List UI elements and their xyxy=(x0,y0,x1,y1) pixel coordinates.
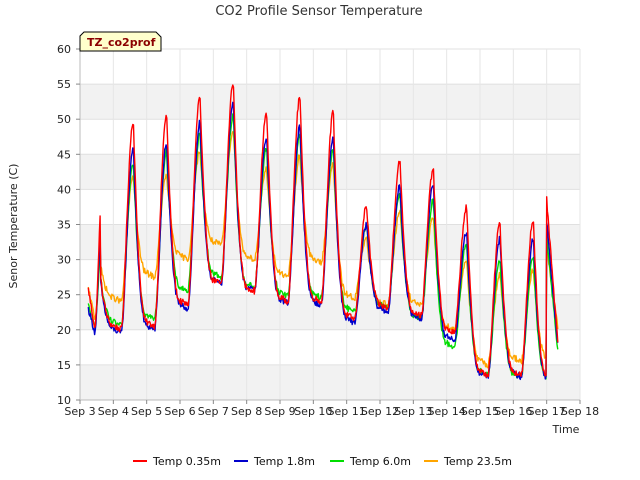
y-tick-label: 20 xyxy=(57,324,71,337)
legend-label: Temp 1.8m xyxy=(253,455,315,468)
y-tick-label: 40 xyxy=(57,183,71,196)
x-tick-label: Sep 4 xyxy=(98,405,129,418)
station-tag-label: TZ_co2prof xyxy=(87,36,156,49)
plot-band xyxy=(80,224,580,260)
series-layer xyxy=(87,84,559,381)
chart-title: CO2 Profile Sensor Temperature xyxy=(215,4,422,19)
plot-band xyxy=(80,294,580,330)
x-tick-label: Sep 18 xyxy=(561,405,599,418)
x-tick-label: Sep 5 xyxy=(131,405,162,418)
series-line-temp-23-5m xyxy=(87,131,559,369)
y-tick-label: 50 xyxy=(57,113,71,126)
legend: Temp 0.35m Temp 1.8m Temp 6.0m Temp 23.5m xyxy=(133,455,512,468)
x-tick-label: Sep 11 xyxy=(328,405,366,418)
y-axis-title: Senor Temperature (C) xyxy=(7,164,20,289)
y-axis-ticks: 10 15 20 25 30 35 40 45 50 55 60 xyxy=(57,43,80,407)
plot-band xyxy=(80,84,580,120)
station-tag-box xyxy=(79,31,162,52)
y-tick-label: 30 xyxy=(57,254,71,267)
y-tick-label: 15 xyxy=(57,359,71,372)
plot-band xyxy=(80,364,580,400)
x-tick-label: Sep 15 xyxy=(461,405,499,418)
x-tick-label: Sep 16 xyxy=(494,405,532,418)
x-tick-label: Sep 17 xyxy=(528,405,566,418)
y-tick-label: 55 xyxy=(57,78,71,91)
station-tag: TZ_co2prof xyxy=(79,31,162,52)
y-tick-label: 45 xyxy=(57,148,71,161)
y-tick-label: 35 xyxy=(57,219,71,232)
legend-label: Temp 0.35m xyxy=(152,455,221,468)
x-tick-label: Sep 9 xyxy=(264,405,295,418)
x-tick-label: Sep 14 xyxy=(428,405,466,418)
y-tick-label: 10 xyxy=(57,394,71,407)
x-tick-label: Sep 10 xyxy=(294,405,332,418)
legend-label: Temp 23.5m xyxy=(443,455,512,468)
series-line-temp-0-35m xyxy=(87,84,559,378)
x-tick-label: Sep 7 xyxy=(198,405,229,418)
legend-label: Temp 6.0m xyxy=(349,455,411,468)
y-tick-label: 25 xyxy=(57,289,71,302)
x-tick-label: Sep 13 xyxy=(394,405,432,418)
x-tick-label: Sep 12 xyxy=(361,405,399,418)
x-tick-label: Sep 8 xyxy=(231,405,262,418)
x-tick-label: Sep 6 xyxy=(164,405,195,418)
y-tick-label: 60 xyxy=(57,43,71,56)
x-axis-title: Time xyxy=(552,423,580,436)
x-tick-label: Sep 3 xyxy=(64,405,95,418)
